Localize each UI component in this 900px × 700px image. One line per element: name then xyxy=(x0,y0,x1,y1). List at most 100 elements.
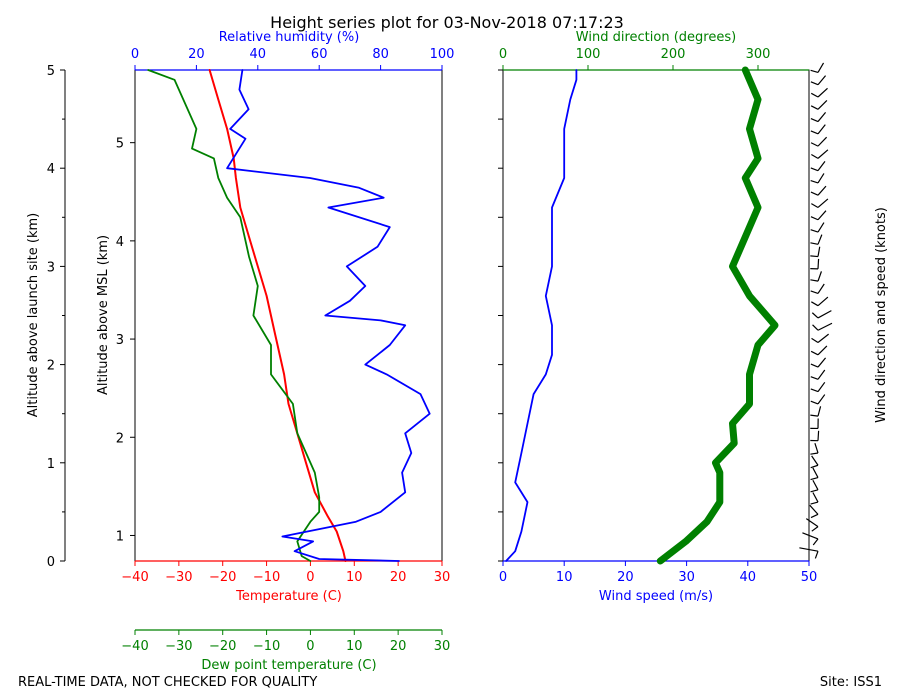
thermo-panel xyxy=(64,69,443,631)
wind-speed-line xyxy=(505,69,578,562)
wind-speed-tick-label: 10 xyxy=(556,570,573,585)
temperature-tick-label: 10 xyxy=(346,570,363,585)
msl-altitude-tick-label: 3 xyxy=(116,333,124,348)
msl-altitude-tick-label: 5 xyxy=(116,137,124,152)
wind-barb xyxy=(810,479,819,493)
wind-barb xyxy=(810,492,819,505)
dewpoint-tick-label: 20 xyxy=(390,639,407,654)
wind-barb xyxy=(810,246,821,258)
wind-direction-tick-label: 0 xyxy=(499,47,507,62)
wind-barb xyxy=(810,345,828,356)
wind-barb xyxy=(811,333,830,344)
wind-barb xyxy=(810,467,819,481)
wind-barb xyxy=(810,222,825,233)
wind-barb xyxy=(810,443,819,455)
wind-direction-tick-label: 100 xyxy=(576,47,601,62)
wind-barb xyxy=(810,173,825,184)
wind-barb xyxy=(805,518,819,532)
rh-tick-label: 60 xyxy=(311,47,328,62)
wind-barb xyxy=(810,100,828,110)
thermo-panel-frame xyxy=(134,69,443,562)
data-lines xyxy=(147,66,779,565)
wind-direction-line xyxy=(656,66,779,565)
dewpoint-tick-label: −40 xyxy=(121,639,148,654)
dewpoint-tick-label: −20 xyxy=(209,639,236,654)
dewpoint-tick-label: 10 xyxy=(346,639,363,654)
msl-altitude-tick-label: 2 xyxy=(116,431,124,446)
rh-axis-label: Relative humidity (%) xyxy=(219,30,360,45)
wind-direction-tick-label: 300 xyxy=(746,47,771,62)
wind-barb xyxy=(810,381,826,393)
wind-barb xyxy=(810,283,825,294)
dewpoint-tick-label: −30 xyxy=(165,639,192,654)
wind-barb xyxy=(810,406,822,417)
launch-altitude-axis-label: Altitude above launch site (km) xyxy=(26,213,41,417)
wind-barb xyxy=(810,124,826,135)
wind-speed-tick-label: 40 xyxy=(740,570,757,585)
site-label: Site: ISS1 xyxy=(820,675,882,690)
wind-barb xyxy=(810,112,827,123)
wind-barb xyxy=(810,271,823,282)
quality-disclaimer: REAL-TIME DATA, NOT CHECKED FOR QUALITY xyxy=(18,675,317,690)
launch-altitude-tick-label: 2 xyxy=(47,359,55,374)
launch-altitude-tick-label: 1 xyxy=(47,457,55,472)
wind-barb xyxy=(810,418,819,430)
wind-barb xyxy=(810,234,823,245)
temperature-tick-label: 0 xyxy=(306,570,314,585)
dewpoint-line xyxy=(147,69,321,562)
wind-barb xyxy=(810,161,826,172)
wind-barb xyxy=(810,369,826,380)
dewpoint-tick-label: −10 xyxy=(253,639,280,654)
dewpoint-tick-label: 0 xyxy=(306,639,314,654)
wind-speed-tick-label: 0 xyxy=(499,570,507,585)
wind-barb xyxy=(810,75,827,86)
wind-barb-axis-label: Wind direction and speed (knots) xyxy=(874,207,889,423)
wind-speed-tick-label: 30 xyxy=(678,570,695,585)
wind-barbs xyxy=(799,62,833,559)
temperature-tick-label: −10 xyxy=(253,570,280,585)
wind-barb xyxy=(802,532,819,546)
wind-barb xyxy=(810,62,825,74)
rh-line xyxy=(226,69,431,562)
temperature-tick-label: 30 xyxy=(434,570,451,585)
wind-barb xyxy=(809,504,819,519)
wind-barb xyxy=(811,310,832,319)
rh-tick-label: 80 xyxy=(372,47,389,62)
temperature-tick-label: 20 xyxy=(390,570,407,585)
wind-barb xyxy=(810,394,826,405)
rh-tick-label: 40 xyxy=(250,47,267,62)
wind-barb xyxy=(810,136,828,147)
wind-speed-tick-label: 50 xyxy=(801,570,818,585)
wind-barb xyxy=(810,210,827,221)
temperature-tick-label: −20 xyxy=(209,570,236,585)
chart-title: Height series plot for 03-Nov-2018 07:17… xyxy=(270,13,624,32)
wind-direction-axis-label: Wind direction (degrees) xyxy=(576,30,736,45)
temperature-tick-label: −30 xyxy=(165,570,192,585)
launch-altitude-tick-label: 0 xyxy=(47,555,55,570)
launch-altitude-tick-label: 5 xyxy=(47,64,55,79)
dewpoint-axis-label: Dew point temperature (C) xyxy=(201,658,376,673)
wind-barb xyxy=(799,547,819,559)
wind-speed-axis-label: Wind speed (m/s) xyxy=(599,589,713,604)
wind-barb xyxy=(811,149,829,159)
wind-barb xyxy=(812,322,833,331)
wind-barb xyxy=(810,258,820,270)
rh-tick-label: 20 xyxy=(188,47,205,62)
temperature-axis-label: Temperature (C) xyxy=(235,589,342,604)
msl-altitude-tick-label: 1 xyxy=(116,529,124,544)
launch-altitude-tick-label: 3 xyxy=(47,260,55,275)
msl-altitude-tick-label: 4 xyxy=(116,235,124,250)
temperature-tick-label: −40 xyxy=(121,570,148,585)
axis-ticks: 0 1 2 3 4 5 1 2 3 4 5 −40 −30 −20 −10 0 10 20 30 −40 −30 −20 −… xyxy=(47,47,818,654)
wind-barb xyxy=(811,198,829,208)
wind-direction-tick-label: 200 xyxy=(661,47,686,62)
wind-barb xyxy=(811,296,829,307)
wind-speed-tick-label: 20 xyxy=(617,570,634,585)
wind-barb xyxy=(810,357,827,368)
launch-altitude-tick-label: 4 xyxy=(47,162,55,177)
dewpoint-tick-label: 30 xyxy=(434,639,451,654)
wind-barb xyxy=(810,430,820,442)
msl-altitude-axis-label: Altitude above MSL (km) xyxy=(96,235,111,395)
rh-tick-label: 0 xyxy=(131,47,139,62)
